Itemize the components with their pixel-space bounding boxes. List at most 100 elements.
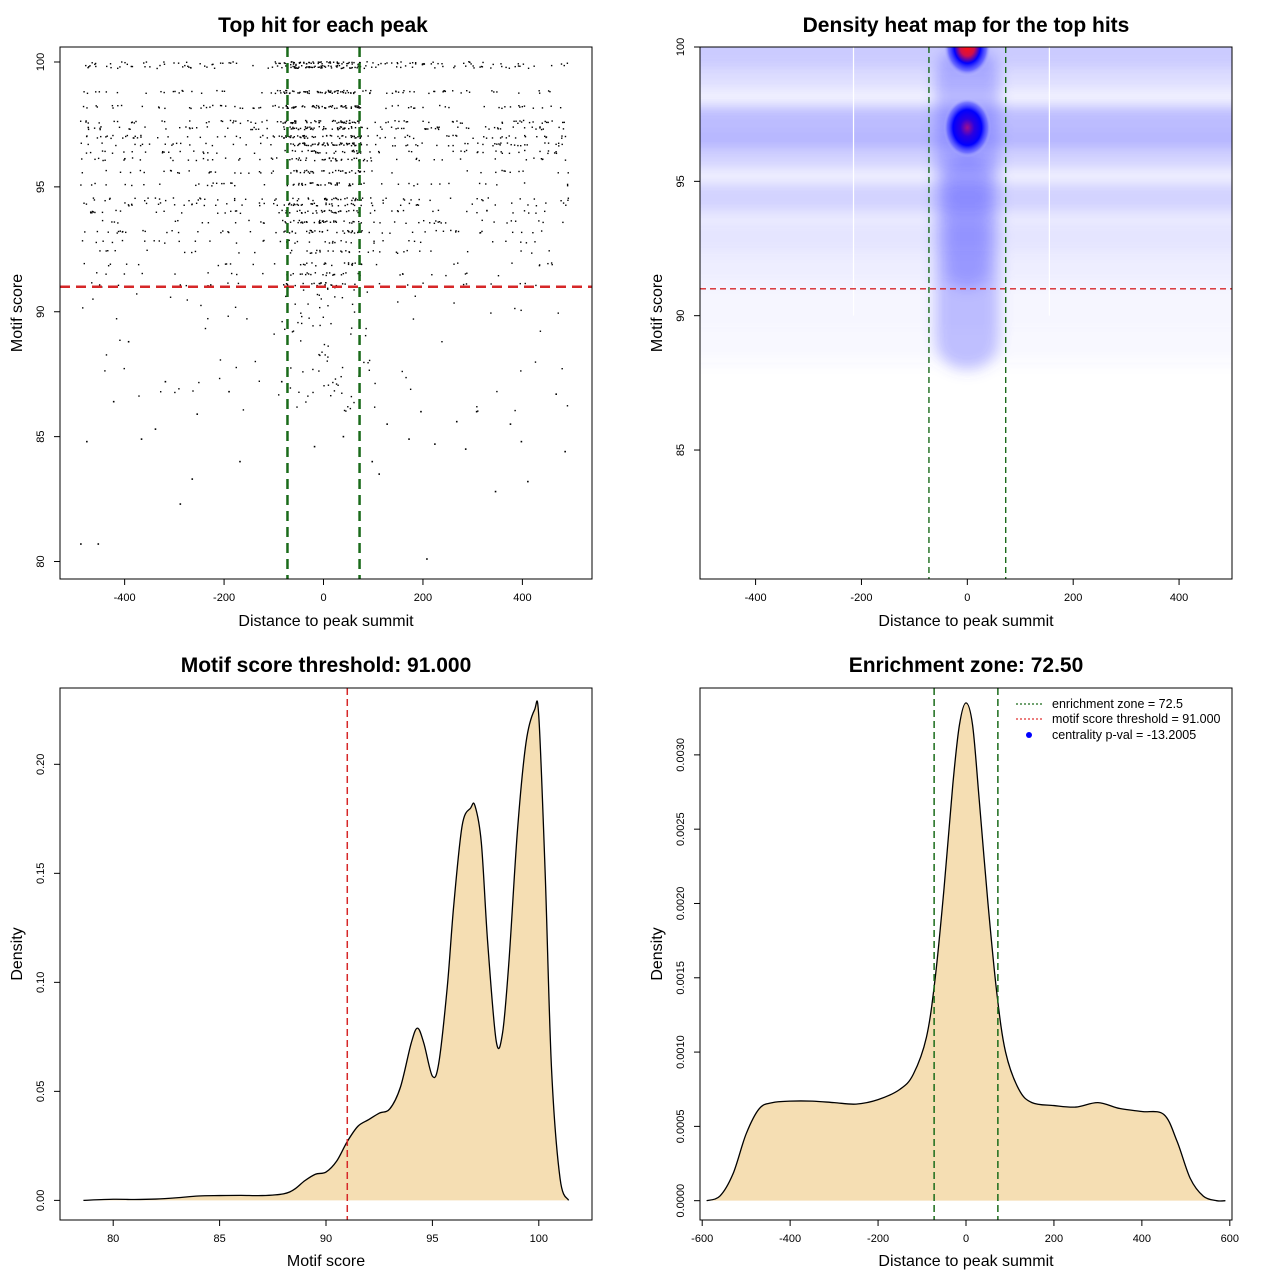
scatter-point (391, 145, 394, 147)
scatter-point (307, 171, 310, 173)
scatter-point (297, 321, 299, 324)
scatter-point (217, 212, 219, 214)
scatter-point (328, 62, 330, 64)
scatter-point (98, 122, 100, 124)
scatter-point (270, 172, 273, 174)
scatter-point (318, 221, 321, 223)
scatter-point (195, 159, 198, 162)
scatter-point (273, 136, 276, 138)
scatter-point (81, 158, 83, 160)
scatter-point (216, 152, 218, 154)
scatter-point (285, 295, 287, 298)
scatter-point (343, 262, 346, 264)
scatter-point (270, 144, 272, 146)
scatter-point (345, 272, 347, 274)
scatter-point (368, 369, 371, 371)
scatter-point (356, 120, 359, 122)
scatter-point (511, 231, 514, 234)
scatter-point (174, 273, 176, 275)
scatter-point (371, 204, 374, 207)
scatter-point (118, 126, 121, 129)
scatter-point (299, 127, 302, 130)
scatter-point (453, 302, 455, 304)
scatter-point (351, 199, 353, 202)
scatter-point (528, 121, 531, 124)
scatter-point (307, 149, 309, 152)
scatter-point (327, 288, 329, 290)
y-tick-label: 85 (675, 444, 687, 456)
scatter-point (354, 283, 356, 285)
scatter-point (293, 66, 296, 69)
scatter-point (114, 249, 116, 252)
scatter-point (319, 283, 321, 285)
scatter-point (318, 370, 320, 372)
scatter-point (409, 388, 412, 391)
scatter-point (182, 90, 184, 92)
scatter-point (306, 127, 308, 129)
scatter-point (477, 151, 479, 153)
scatter-point (295, 63, 297, 66)
scatter-point (334, 378, 337, 380)
scatter-point (158, 240, 161, 242)
heatmap-title: Density heat map for the top hits (803, 14, 1130, 37)
scatter-point (405, 376, 407, 379)
scatter-point (430, 63, 433, 65)
scatter-point (305, 127, 307, 130)
scatter-point (410, 199, 412, 201)
scatter-point (441, 341, 443, 343)
scatter-point (107, 265, 110, 267)
scatter-point (238, 252, 240, 254)
scatter-point (517, 122, 519, 125)
scatter-point (339, 126, 342, 128)
scatter-point (374, 382, 376, 385)
scatter-point (315, 204, 318, 207)
scatter-point (263, 184, 266, 186)
scatter-point (284, 92, 286, 94)
scatter-point (294, 303, 296, 305)
scatter-point (304, 126, 307, 128)
scatter-point (305, 144, 308, 147)
scatter-plot-frame (59, 46, 593, 580)
scatter-point (292, 330, 295, 332)
scatter-point (283, 62, 286, 64)
scatter-point (285, 89, 287, 92)
scatter-point (413, 107, 416, 109)
scatter-point (317, 152, 320, 154)
scatter-point (391, 172, 393, 174)
scatter-point (353, 142, 355, 144)
scatter-point (351, 135, 354, 137)
scatter-point (286, 284, 289, 286)
scatter-point (310, 127, 313, 130)
scatter-point (403, 90, 405, 92)
scatter-point (325, 202, 327, 204)
scatter-point (159, 202, 162, 204)
scatter-point (295, 67, 297, 69)
scatter-ylabel: Motif score (9, 274, 26, 352)
scatter-point (248, 219, 250, 222)
scatter-point (211, 185, 213, 187)
scatter-point (298, 182, 300, 185)
scatter-point (496, 143, 498, 145)
scatter-point (528, 212, 530, 214)
scatter-point (299, 91, 301, 94)
scatter-point (357, 231, 359, 234)
scatter-point (294, 65, 296, 68)
scatter-point (319, 251, 321, 253)
scatter-point (303, 62, 305, 64)
scatter-point (311, 66, 313, 69)
scatter-point (327, 143, 329, 146)
scatter-point (303, 143, 306, 146)
scatter-point (80, 184, 82, 186)
scatter-point (437, 62, 439, 65)
scatter-point (305, 159, 307, 162)
scatter-point (494, 158, 497, 160)
scatter-point (161, 120, 163, 122)
scatter-point (290, 172, 292, 174)
scatter-point (367, 251, 370, 253)
scatter-point (186, 136, 189, 138)
scatter-point (323, 159, 325, 161)
scatter-point (86, 107, 88, 109)
scatter-point (328, 172, 331, 174)
scatter-point (292, 106, 295, 108)
scatter-point (303, 134, 305, 137)
